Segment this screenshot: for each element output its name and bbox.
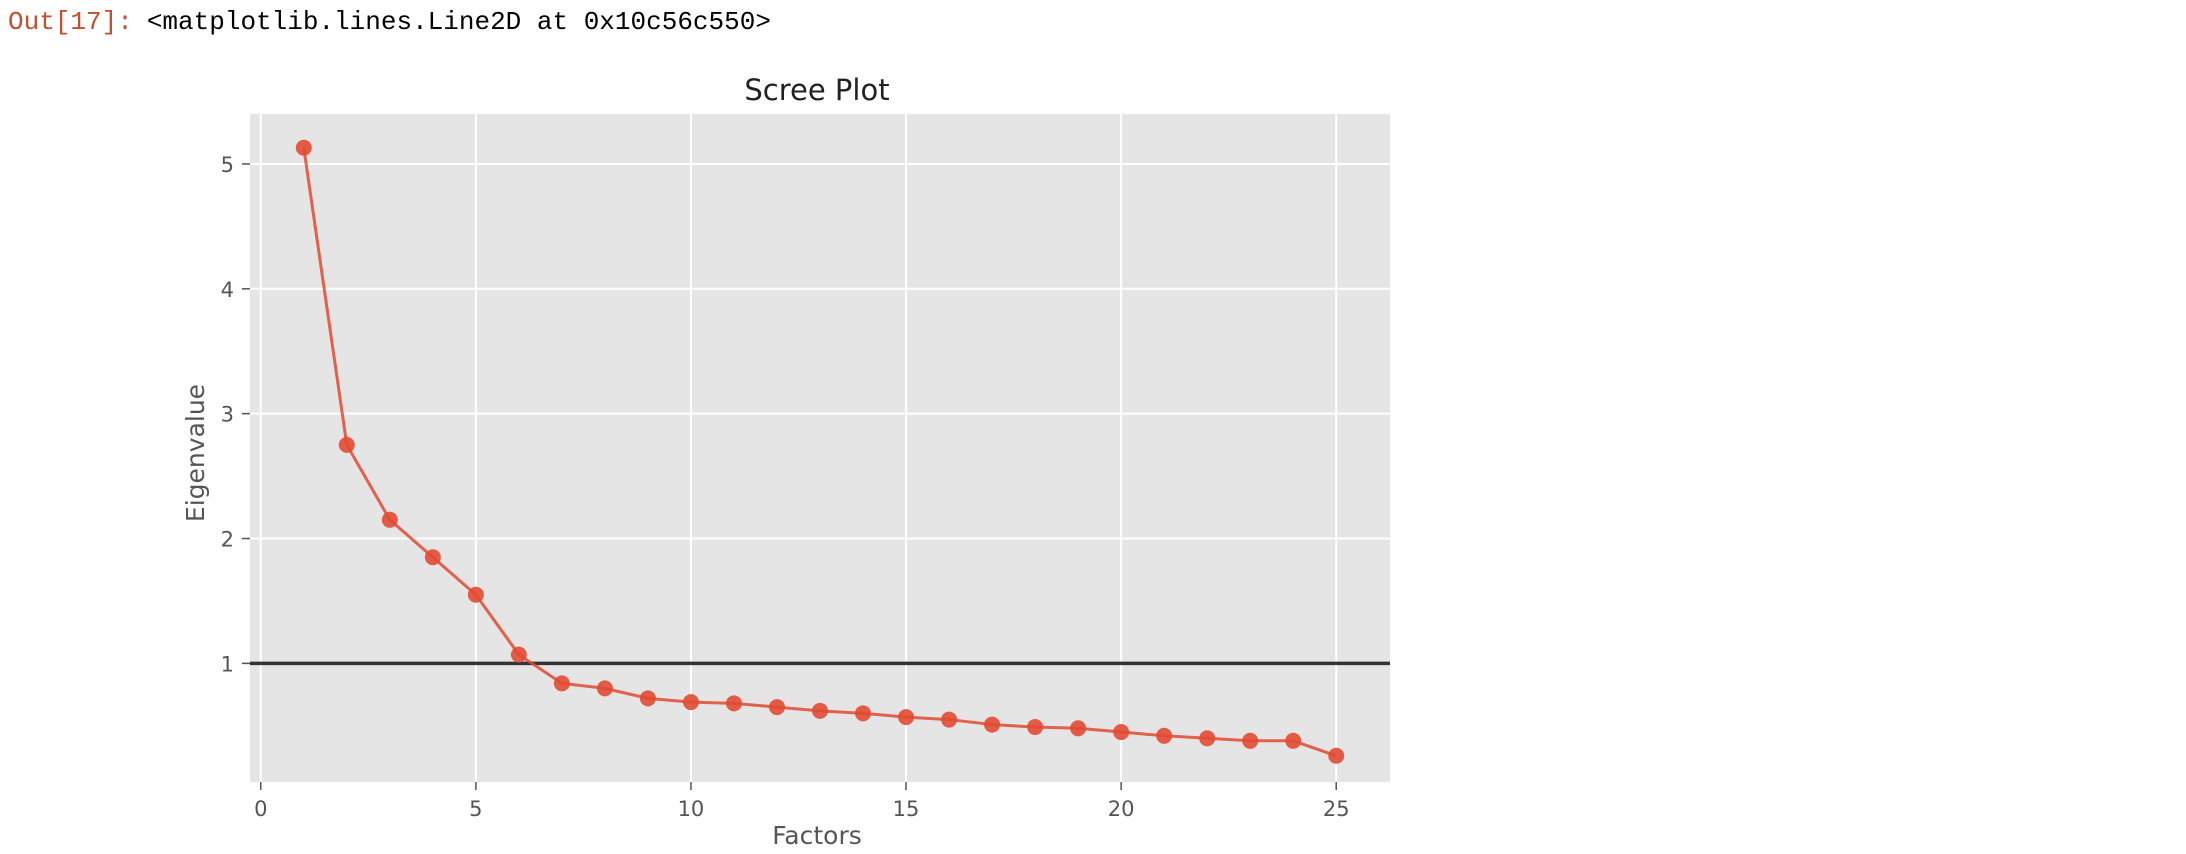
data-point xyxy=(1156,727,1173,744)
y-ticks: 1 2 3 4 5 xyxy=(221,153,250,676)
x-tick-label: 20 xyxy=(1108,797,1135,821)
x-axis-label: Factors xyxy=(772,821,862,850)
x-tick-label: 25 xyxy=(1323,797,1350,821)
data-point xyxy=(381,511,398,528)
y-tick-label: 1 xyxy=(221,652,234,676)
y-tick-label: 3 xyxy=(221,403,234,427)
data-point xyxy=(1113,724,1130,741)
data-point xyxy=(553,675,570,692)
y-axis-label: Eigenvalue xyxy=(181,384,210,522)
x-tick-label: 0 xyxy=(254,797,267,821)
data-point xyxy=(1242,732,1259,749)
x-tick-label: 10 xyxy=(678,797,705,821)
data-point xyxy=(596,680,613,697)
data-point xyxy=(984,716,1001,733)
data-point xyxy=(1199,730,1216,747)
output-prompt: Out[17]: xyxy=(8,7,133,37)
data-point xyxy=(898,709,915,726)
scree-plot-chart: 0 5 10 15 20 25 1 2 3 4 5 Scree Plot Factors Eige… xyxy=(181,73,1390,850)
data-point xyxy=(812,702,828,719)
data-point xyxy=(941,711,958,728)
data-point xyxy=(424,549,441,566)
x-tick-label: 15 xyxy=(893,797,920,821)
output-text: <matplotlib.lines.Line2D at 0x10c56c550> xyxy=(146,7,771,37)
data-point xyxy=(1328,747,1345,764)
x-tick-label: 5 xyxy=(469,797,482,821)
chart-container: 0 5 10 15 20 25 1 2 3 4 5 Scree Plot Factors Eige… xyxy=(181,73,1390,850)
data-point xyxy=(768,699,785,716)
data-point xyxy=(467,586,484,603)
y-tick-label: 4 xyxy=(221,278,234,302)
x-gridlines xyxy=(259,114,1338,782)
data-point xyxy=(682,694,699,711)
series-points xyxy=(295,139,1345,764)
data-point xyxy=(639,690,656,707)
data-point xyxy=(510,646,527,663)
chart-title: Scree Plot xyxy=(744,73,889,107)
plot-area xyxy=(250,114,1390,782)
data-point xyxy=(295,139,312,156)
y-tick-label: 5 xyxy=(221,153,234,177)
data-point xyxy=(855,705,872,722)
output-row: Out[17]: <matplotlib.lines.Line2D at 0x1… xyxy=(8,2,771,42)
data-point xyxy=(1285,732,1302,749)
x-ticks: 0 5 10 15 20 25 xyxy=(254,782,1350,821)
data-point xyxy=(1027,719,1044,736)
y-tick-label: 2 xyxy=(221,528,234,552)
data-point xyxy=(338,436,355,453)
data-point xyxy=(1070,720,1087,737)
data-point xyxy=(725,695,742,712)
